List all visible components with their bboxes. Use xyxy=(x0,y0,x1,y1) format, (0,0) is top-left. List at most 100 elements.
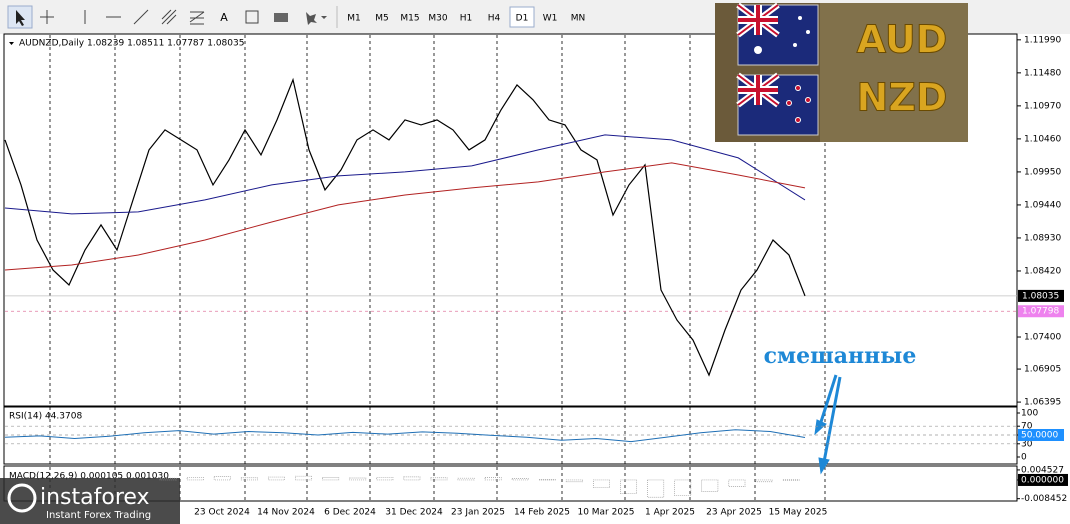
macd-bar xyxy=(782,479,800,481)
current-price-label: 1.08035 xyxy=(1022,291,1059,301)
x-tick-label: 1 Apr 2025 xyxy=(645,508,695,518)
macd-bar xyxy=(484,477,502,481)
arrow-head xyxy=(818,457,830,475)
timeframe[interactable]: D1 xyxy=(516,14,529,24)
y-tick-label: 1.06395 xyxy=(1024,398,1061,408)
macd-bar xyxy=(322,477,340,481)
y-tick-label: 100 xyxy=(1021,409,1038,419)
level-label: 50.0000 xyxy=(1021,431,1058,441)
macd-bar xyxy=(430,477,448,481)
ask-label: 1.07798 xyxy=(1022,307,1059,317)
price-header: AUDNZD,Daily 1.08239 1.08511 1.07787 1.0… xyxy=(19,39,244,49)
macd-bar xyxy=(647,479,665,498)
arrows-icon[interactable] xyxy=(306,12,327,25)
timeframe[interactable]: MN xyxy=(571,14,586,24)
text-tool[interactable]: A xyxy=(220,11,228,24)
macd-bar xyxy=(186,476,204,481)
macd-bar xyxy=(403,476,421,481)
x-tick-label: 31 Dec 2024 xyxy=(385,508,443,518)
macd-bar xyxy=(565,479,583,483)
macd-bar xyxy=(592,479,610,489)
shape-icon[interactable] xyxy=(274,13,288,22)
moving-average xyxy=(4,162,806,271)
crosshair-icon[interactable] xyxy=(40,10,54,24)
banner-top: AUD xyxy=(857,18,948,62)
macd-header: MACD(12,26,9) 0.000105 0.001030 xyxy=(9,472,169,482)
logo-tagline: Instant Forex Trading xyxy=(46,510,151,521)
zero-box xyxy=(1018,473,1068,486)
timeframes: M1 M5 M15 M30 H1 H4 D1 W1 MN xyxy=(347,6,586,28)
timeframe[interactable]: M15 xyxy=(400,14,419,24)
banner: AUD NZD xyxy=(715,2,968,142)
macd-bar xyxy=(376,476,394,481)
y-tick-label: 70 xyxy=(1021,422,1033,432)
rsi-panel xyxy=(3,406,1018,465)
banner-note xyxy=(820,3,968,142)
current-price-box xyxy=(1018,289,1064,302)
ask-box xyxy=(1018,305,1064,318)
y-tick-label: 1.10970 xyxy=(1024,101,1061,111)
rsi-header: RSI(14) 44.3708 xyxy=(9,412,82,422)
arrow-head xyxy=(814,419,827,436)
fibo-icon[interactable] xyxy=(189,11,205,25)
x-tick-label: 6 Dec 2024 xyxy=(324,508,376,518)
macd-bar xyxy=(755,479,773,483)
timeframe[interactable]: M30 xyxy=(428,14,447,24)
macd-bar xyxy=(728,479,746,487)
trendline-icon[interactable] xyxy=(133,9,149,25)
timeframe-selected xyxy=(509,6,535,28)
macd-bar xyxy=(620,479,638,495)
x-tick-label: 15 May 2025 xyxy=(769,508,828,518)
y-tick-label: 0.000000 xyxy=(1021,475,1064,485)
timeframe[interactable]: M5 xyxy=(375,14,389,24)
x-tick-label: 23 Oct 2024 xyxy=(194,508,250,518)
y-tick-label: 0.004527 xyxy=(1021,465,1064,475)
collapse-icon[interactable] xyxy=(9,42,14,45)
y-tick-label: 1.06905 xyxy=(1024,365,1061,375)
timeframe[interactable]: H4 xyxy=(488,14,501,24)
level-box xyxy=(1018,429,1064,441)
banner-bottom: NZD xyxy=(857,76,948,120)
y-tick-label: 30 xyxy=(1021,439,1033,449)
y-tick-label: 1.09950 xyxy=(1024,167,1061,177)
macd-bar xyxy=(295,475,313,481)
y-tick-label: 0 xyxy=(1021,453,1027,463)
macd-bar xyxy=(159,477,177,481)
logo-icon xyxy=(7,483,37,513)
macd-bar xyxy=(538,479,556,481)
macd-bar xyxy=(511,478,529,481)
y-tick-label: 1.11480 xyxy=(1024,68,1061,78)
macd-bar xyxy=(267,476,285,481)
macd-bar xyxy=(349,477,367,481)
macd-bar xyxy=(457,477,475,481)
y-tick-label: -0.008452 xyxy=(1021,494,1067,504)
cursor-icon xyxy=(16,10,25,26)
logo: instaforex Instant Forex Trading xyxy=(0,478,180,524)
price-line xyxy=(4,77,806,377)
y-tick-label: 1.08420 xyxy=(1024,266,1061,276)
y-tick-label: 1.10460 xyxy=(1024,134,1061,144)
annotation-arrows xyxy=(814,374,842,475)
y-tick-label: 1.08930 xyxy=(1024,233,1061,243)
x-tick-label: 14 Nov 2024 xyxy=(257,508,315,518)
label-icon[interactable] xyxy=(245,10,259,24)
arrow xyxy=(818,374,838,426)
x-tick-label: 23 Jan 2025 xyxy=(451,508,505,518)
y-tick-label: 1.09440 xyxy=(1024,200,1061,210)
timeframe[interactable]: W1 xyxy=(543,14,558,24)
moving-average xyxy=(4,134,806,215)
x-tick-label: 23 Apr 2025 xyxy=(706,508,762,518)
y-tick-label: 1.11990 xyxy=(1024,35,1061,45)
timeframe[interactable]: M1 xyxy=(347,14,361,24)
channel-icon[interactable] xyxy=(161,9,177,25)
timeframe[interactable]: H1 xyxy=(460,14,473,24)
arrow xyxy=(822,376,842,463)
macd-bar xyxy=(701,479,719,492)
x-tick-label: 10 Mar 2025 xyxy=(577,508,634,518)
annotation: смешанные xyxy=(764,343,917,369)
x-tick-label: 14 Feb 2025 xyxy=(514,508,570,518)
logo-bg xyxy=(0,478,180,524)
logo-name: instaforex xyxy=(40,485,150,510)
